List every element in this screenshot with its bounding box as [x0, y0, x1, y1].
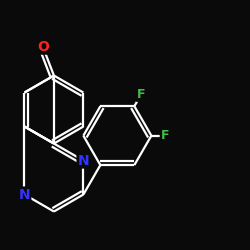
Text: O: O	[37, 40, 49, 54]
Text: F: F	[161, 129, 169, 142]
Text: N: N	[78, 154, 89, 168]
Text: F: F	[137, 88, 145, 101]
Text: N: N	[19, 188, 30, 202]
